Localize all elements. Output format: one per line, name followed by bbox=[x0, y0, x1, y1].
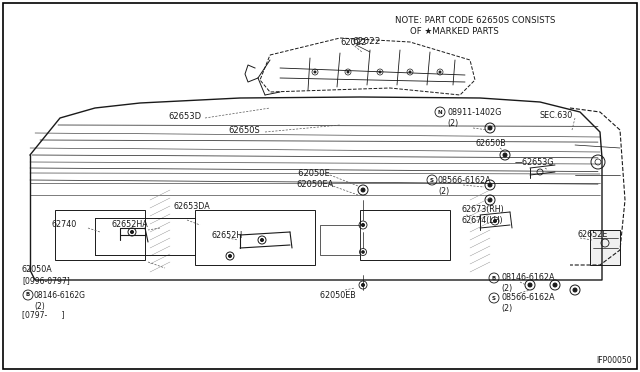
Text: 62653D: 62653D bbox=[168, 112, 201, 121]
Text: 08911-1402G: 08911-1402G bbox=[447, 108, 501, 116]
Circle shape bbox=[260, 238, 264, 241]
Circle shape bbox=[409, 71, 411, 73]
Text: 62050EB: 62050EB bbox=[318, 291, 356, 299]
Text: 08566-6162A: 08566-6162A bbox=[501, 294, 555, 302]
Text: 62674(LH): 62674(LH) bbox=[462, 215, 504, 224]
Text: (2): (2) bbox=[447, 119, 458, 128]
Circle shape bbox=[493, 219, 497, 222]
Text: 62740: 62740 bbox=[52, 219, 77, 228]
Text: NOTE: PART CODE 62650S CONSISTS: NOTE: PART CODE 62650S CONSISTS bbox=[395, 16, 556, 25]
Text: 08146-6162G: 08146-6162G bbox=[34, 291, 86, 299]
Text: S: S bbox=[492, 295, 496, 301]
Text: S: S bbox=[430, 177, 434, 183]
Text: —62653G: —62653G bbox=[515, 157, 554, 167]
Text: (2): (2) bbox=[501, 285, 512, 294]
Text: [0797-      ]: [0797- ] bbox=[22, 311, 65, 320]
Circle shape bbox=[131, 231, 134, 234]
Text: 62050EA: 62050EA bbox=[296, 180, 333, 189]
Text: 08146-6162A: 08146-6162A bbox=[501, 273, 554, 282]
Circle shape bbox=[488, 183, 492, 187]
Text: 62022: 62022 bbox=[340, 38, 366, 46]
Text: 08566-6162A: 08566-6162A bbox=[438, 176, 492, 185]
Text: 62653DA: 62653DA bbox=[174, 202, 211, 211]
Circle shape bbox=[347, 71, 349, 73]
Text: 62022: 62022 bbox=[352, 36, 380, 45]
Text: 62673(RH): 62673(RH) bbox=[462, 205, 505, 214]
Bar bbox=[590, 230, 620, 265]
Circle shape bbox=[488, 198, 492, 202]
Text: 62652HA: 62652HA bbox=[112, 219, 148, 228]
Circle shape bbox=[361, 188, 365, 192]
Text: 62652E: 62652E bbox=[578, 230, 609, 238]
Bar bbox=[55, 210, 145, 260]
Bar bbox=[320, 225, 360, 255]
Bar bbox=[360, 210, 450, 260]
Text: OF ★MARKED PARTS: OF ★MARKED PARTS bbox=[410, 27, 499, 36]
Text: IFP00050: IFP00050 bbox=[596, 356, 632, 365]
Text: 62650S: 62650S bbox=[228, 125, 260, 135]
Text: (2): (2) bbox=[438, 186, 449, 196]
Circle shape bbox=[503, 153, 507, 157]
Text: SEC.630: SEC.630 bbox=[540, 110, 573, 119]
Circle shape bbox=[528, 283, 532, 287]
Circle shape bbox=[362, 251, 364, 253]
Bar bbox=[195, 210, 315, 265]
Circle shape bbox=[314, 71, 316, 73]
Text: 62650B: 62650B bbox=[475, 138, 506, 148]
Text: (2): (2) bbox=[34, 301, 45, 311]
Circle shape bbox=[488, 126, 492, 130]
Circle shape bbox=[379, 71, 381, 73]
Text: 62050E: 62050E bbox=[296, 169, 330, 177]
Text: [0996-0797]: [0996-0797] bbox=[22, 276, 70, 285]
Text: 62652H: 62652H bbox=[212, 231, 243, 240]
Circle shape bbox=[573, 288, 577, 292]
Text: N: N bbox=[438, 109, 442, 115]
Text: B: B bbox=[492, 276, 496, 280]
Circle shape bbox=[228, 254, 232, 257]
Circle shape bbox=[362, 224, 365, 227]
Circle shape bbox=[439, 71, 441, 73]
Text: B: B bbox=[26, 292, 30, 298]
Text: 62050A: 62050A bbox=[22, 265, 52, 274]
Circle shape bbox=[553, 283, 557, 287]
Circle shape bbox=[362, 283, 365, 286]
Text: (2): (2) bbox=[501, 305, 512, 314]
